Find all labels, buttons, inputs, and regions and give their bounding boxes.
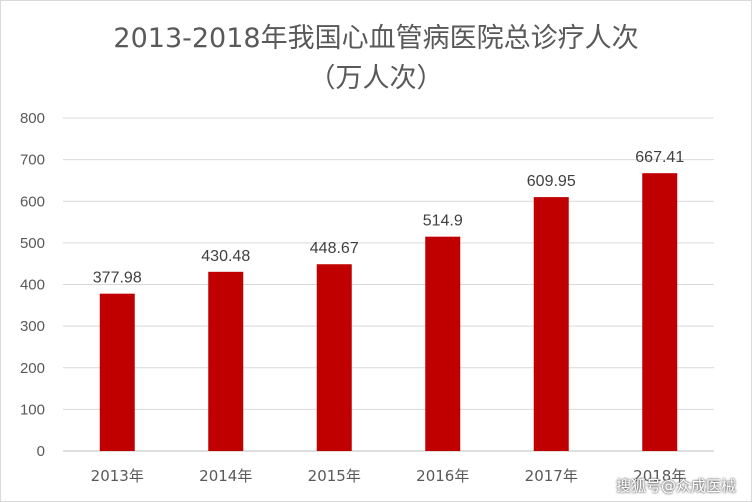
y-tick-label: 300 xyxy=(20,318,45,335)
data-label: 514.9 xyxy=(423,213,463,230)
data-label: 430.48 xyxy=(201,248,250,265)
data-label: 609.95 xyxy=(527,173,576,190)
y-tick-label: 600 xyxy=(20,193,45,210)
x-tick-label: 2018年 xyxy=(633,467,686,485)
data-label: 377.98 xyxy=(93,270,142,287)
y-tick-label: 700 xyxy=(20,152,45,169)
x-tick-label: 2015年 xyxy=(308,467,361,485)
bar xyxy=(316,264,352,451)
bar xyxy=(533,197,569,451)
watermark: 搜狐号@众成医械 xyxy=(615,477,736,495)
chart-title: 2013-2018年我国心血管病医院总诊疗人次 xyxy=(113,23,639,54)
bar xyxy=(642,173,678,451)
y-tick-label: 500 xyxy=(20,235,45,252)
chart-subtitle: （万人次） xyxy=(308,63,444,94)
x-tick-label: 2016年 xyxy=(416,467,469,485)
y-tick-label: 800 xyxy=(20,110,45,127)
data-label: 448.67 xyxy=(310,240,359,257)
y-tick-label: 0 xyxy=(37,443,45,460)
y-tick-label: 400 xyxy=(20,277,45,294)
x-tick-label: 2014年 xyxy=(199,467,252,485)
x-tick-label: 2013年 xyxy=(91,467,144,485)
y-tick-label: 100 xyxy=(20,401,45,418)
bar xyxy=(99,293,135,451)
x-tick-label: 2017年 xyxy=(525,467,578,485)
y-tick-label: 200 xyxy=(20,360,45,377)
bar xyxy=(425,236,461,451)
data-label: 667.41 xyxy=(635,149,684,166)
bar xyxy=(208,271,244,451)
